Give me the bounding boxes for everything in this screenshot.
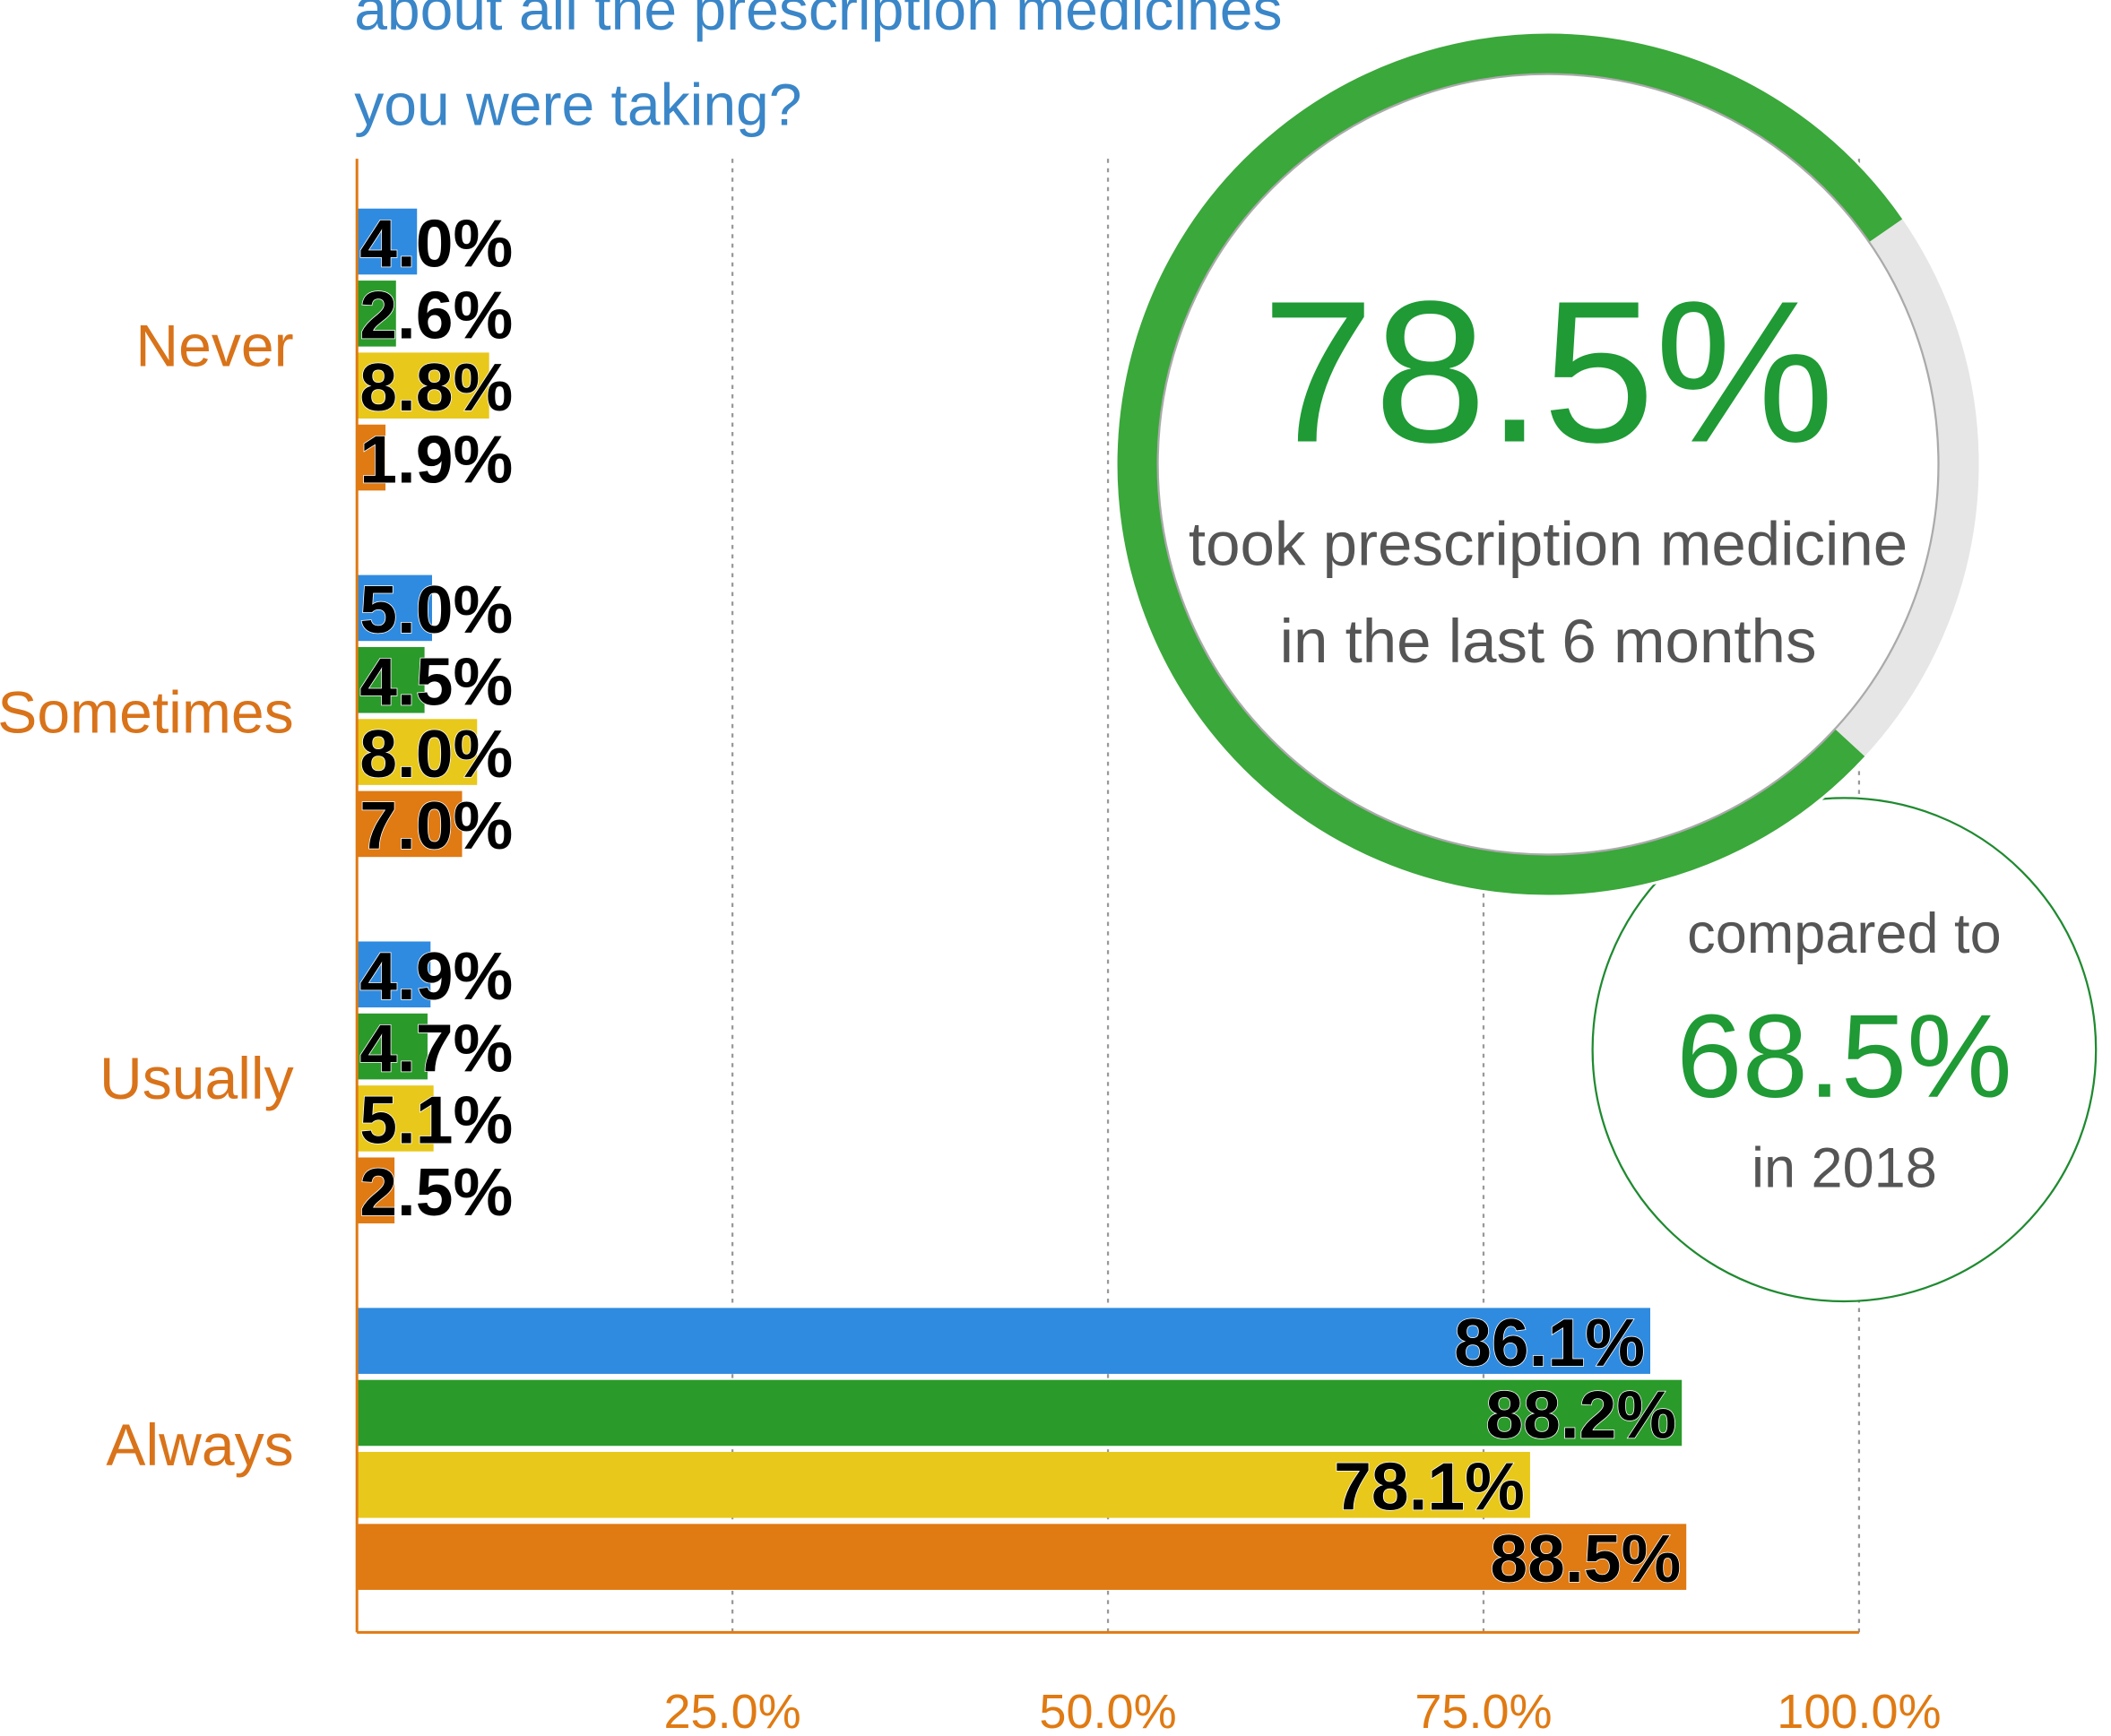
bar — [357, 1524, 1687, 1590]
value-label: 4.0% — [359, 205, 513, 281]
bar — [357, 281, 396, 347]
x-tick-label: 75.0% — [1415, 1685, 1552, 1736]
gauge-arc — [1117, 33, 1903, 895]
category-label: Sometimes — [0, 678, 294, 745]
value-label: 4.5% — [359, 644, 513, 720]
gauge-caption: in the last 6 months — [1280, 606, 1817, 676]
x-tick-label: 25.0% — [664, 1685, 801, 1736]
bar — [357, 790, 463, 858]
value-label: 8.8% — [359, 350, 513, 425]
bar — [357, 1452, 1530, 1518]
value-label: 78.1% — [1334, 1449, 1525, 1524]
compare-value: 68.5% — [1676, 990, 2012, 1123]
bar — [357, 1013, 428, 1080]
compare-circle — [1591, 797, 2098, 1303]
bar — [357, 424, 386, 491]
x-tick-label: 50.0% — [1039, 1685, 1176, 1736]
bar — [357, 941, 431, 1008]
compare-year: in 2018 — [1752, 1136, 1937, 1199]
bar — [357, 1157, 395, 1224]
value-label: 4.7% — [359, 1010, 513, 1085]
value-label: 8.0% — [359, 716, 513, 791]
chart-title: you were taking? — [354, 72, 801, 138]
bar — [357, 1085, 434, 1152]
compare-text: compared to — [1687, 903, 2001, 965]
value-label: 4.9% — [359, 938, 513, 1014]
value-label: 86.1% — [1454, 1305, 1645, 1380]
value-label: 7.0% — [359, 788, 513, 863]
gauge-caption: took prescription medicine — [1189, 509, 1908, 579]
value-label: 88.5% — [1490, 1521, 1681, 1596]
chart-title: about all the prescription medicines — [354, 0, 1282, 42]
category-label: Never — [135, 312, 293, 378]
value-label: 2.6% — [359, 278, 513, 353]
bar — [357, 646, 425, 713]
bar — [357, 1379, 1683, 1447]
gauge-inner-line — [1156, 73, 1940, 856]
gauge-value: 78.5% — [1262, 259, 1835, 485]
bar — [357, 1308, 1650, 1374]
x-tick-label: 100.0% — [1777, 1685, 1941, 1736]
bar — [357, 352, 489, 419]
value-label: 5.0% — [359, 572, 513, 647]
bar — [357, 574, 432, 642]
category-label: Always — [106, 1412, 293, 1478]
value-label: 5.1% — [359, 1083, 513, 1158]
value-label: 88.2% — [1485, 1377, 1676, 1452]
value-label: 1.9% — [359, 421, 513, 497]
category-label: Usually — [99, 1045, 294, 1111]
value-label: 2.5% — [359, 1154, 513, 1230]
bar — [357, 208, 418, 275]
bar — [357, 719, 478, 785]
